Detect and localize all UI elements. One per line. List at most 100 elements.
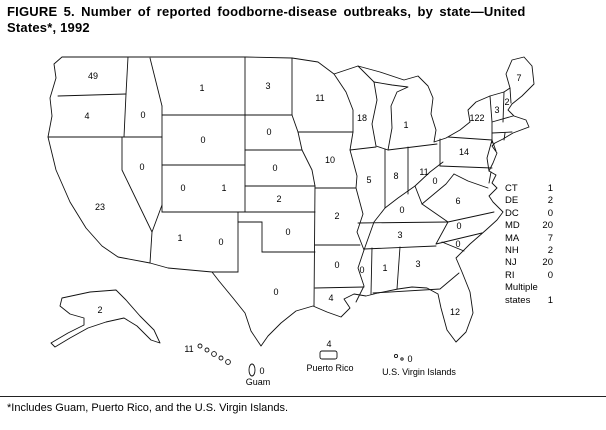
state-value-ar: 0	[334, 260, 339, 270]
state-value-nv: 0	[139, 162, 144, 172]
state-value-or: 4	[84, 111, 89, 121]
state-value-mt: 1	[199, 83, 204, 93]
footnote: *Includes Guam, Puerto Rico, and the U.S…	[7, 402, 289, 414]
usvi-label: U.S. Virgin Islands	[382, 367, 456, 377]
state-value-ny: 122	[469, 113, 484, 123]
puerto-rico-label: Puerto Rico	[306, 363, 353, 373]
state-value-tn: 3	[397, 230, 402, 240]
state-value-la: 4	[328, 293, 333, 303]
state-value-ks: 2	[276, 194, 281, 204]
legend-row-ma: MA 7	[505, 233, 553, 245]
state-value-ky: 0	[399, 205, 404, 215]
state-value-wv: 0	[432, 176, 437, 186]
state-value-hi: 11	[184, 344, 193, 354]
legend-row-dc: DC 0	[505, 208, 553, 220]
legend-row-multiple-1: Multiple	[505, 282, 553, 294]
state-value-vt: 3	[494, 105, 499, 115]
legend-state-value: 20	[542, 220, 553, 232]
state-values: 49 4 23 0 0 1 0 0 1 1 0 3 0 0 2 0 0 11 1…	[84, 71, 521, 354]
usvi-value: 0	[407, 354, 412, 364]
legend-row-md: MD 20	[505, 220, 553, 232]
legend-state-value: 0	[547, 207, 553, 219]
state-value-ia: 10	[325, 155, 335, 165]
state-value-ms: 0	[359, 265, 364, 275]
state-value-pa: 14	[459, 147, 469, 157]
state-value-az: 1	[177, 233, 182, 243]
figure-title-line1: FIGURE 5. Number of reported foodborne-d…	[7, 4, 526, 19]
legend-state-value: 0	[547, 269, 553, 281]
legend-state-value: 1	[547, 183, 553, 194]
us-mainland-outline	[47, 56, 535, 347]
alaska-outline	[50, 289, 161, 348]
state-value-wi: 18	[357, 113, 367, 123]
puerto-rico-shape	[319, 350, 338, 360]
guam-shape	[248, 363, 256, 377]
legend-row-multiple-2: states 1	[505, 295, 553, 307]
state-value-fl: 12	[450, 307, 460, 317]
state-value-wy: 0	[200, 135, 205, 145]
state-value-id: 0	[140, 110, 145, 120]
state-border-lines	[47, 56, 514, 307]
legend-multiple-value: 1	[547, 294, 553, 306]
legend-state-value: 20	[542, 257, 553, 269]
legend-state-label: NH	[505, 245, 519, 257]
alaska	[50, 289, 161, 348]
state-value-nc: 0	[456, 221, 461, 231]
legend-row-nj: NJ 20	[505, 257, 553, 269]
state-value-ut: 0	[180, 183, 185, 193]
legend-row-nh: NH 2	[505, 245, 553, 257]
figure-title-line2: States*, 1992	[7, 20, 90, 35]
hawaii-islands	[197, 343, 231, 365]
state-value-sd: 0	[266, 127, 271, 137]
legend-row-ri: RI 0	[505, 270, 553, 282]
legend-state-value: 7	[547, 232, 553, 244]
legend-state-label: MA	[505, 232, 520, 244]
small-states-legend: CT 1 DE 2 DC 0 MD 20 MA 7 NH 2 NJ 20 RI	[505, 183, 553, 307]
state-value-ok: 0	[285, 227, 290, 237]
puerto-rico-value: 4	[326, 339, 331, 349]
state-value-nh: 2	[504, 97, 509, 107]
state-value-sc: 0	[455, 239, 460, 249]
legend-multiple-line2: states	[505, 294, 531, 306]
usvi-shape-2	[400, 357, 404, 361]
territory-shapes	[248, 350, 404, 377]
state-value-va: 6	[455, 196, 460, 206]
legend-state-label: MD	[505, 220, 520, 232]
lake-michigan	[371, 81, 409, 151]
state-value-mo: 2	[334, 211, 339, 221]
legend-state-label: CT	[505, 183, 518, 194]
mainland	[47, 56, 535, 347]
state-value-ne: 0	[272, 163, 277, 173]
legend-state-value: 2	[547, 245, 553, 257]
legend-state-label: NJ	[505, 257, 517, 269]
state-value-in: 8	[393, 171, 398, 181]
guam-value: 0	[259, 366, 264, 376]
guam-label: Guam	[246, 377, 271, 387]
state-value-wa: 49	[88, 71, 98, 81]
legend-state-label: RI	[505, 269, 515, 281]
legend-row-de: DE 2	[505, 195, 553, 207]
state-value-mi: 1	[403, 120, 408, 130]
state-value-il: 5	[366, 175, 371, 185]
bottom-rule	[0, 396, 606, 397]
state-value-tx: 0	[273, 287, 278, 297]
legend-state-label: DE	[505, 195, 519, 207]
state-value-al: 1	[382, 263, 387, 273]
state-value-ak: 2	[97, 305, 102, 315]
state-value-ga: 3	[415, 259, 420, 269]
legend-multiple-line1: Multiple	[505, 282, 538, 294]
state-value-ca: 23	[95, 202, 105, 212]
state-value-nm: 0	[218, 237, 223, 247]
state-value-nd: 3	[265, 81, 270, 91]
territory-labels: 0 Guam 4 Puerto Rico 0 U.S. Virgin Islan…	[246, 339, 457, 387]
legend-state-value: 2	[547, 195, 553, 207]
state-value-mn: 11	[315, 93, 324, 103]
state-value-co: 1	[221, 183, 226, 193]
state-value-oh: 11	[419, 167, 428, 177]
legend-row-ct: CT 1	[505, 183, 553, 195]
figure-title: FIGURE 5. Number of reported foodborne-d…	[7, 4, 601, 36]
usvi-shape	[393, 353, 399, 359]
legend-state-label: DC	[505, 207, 519, 219]
